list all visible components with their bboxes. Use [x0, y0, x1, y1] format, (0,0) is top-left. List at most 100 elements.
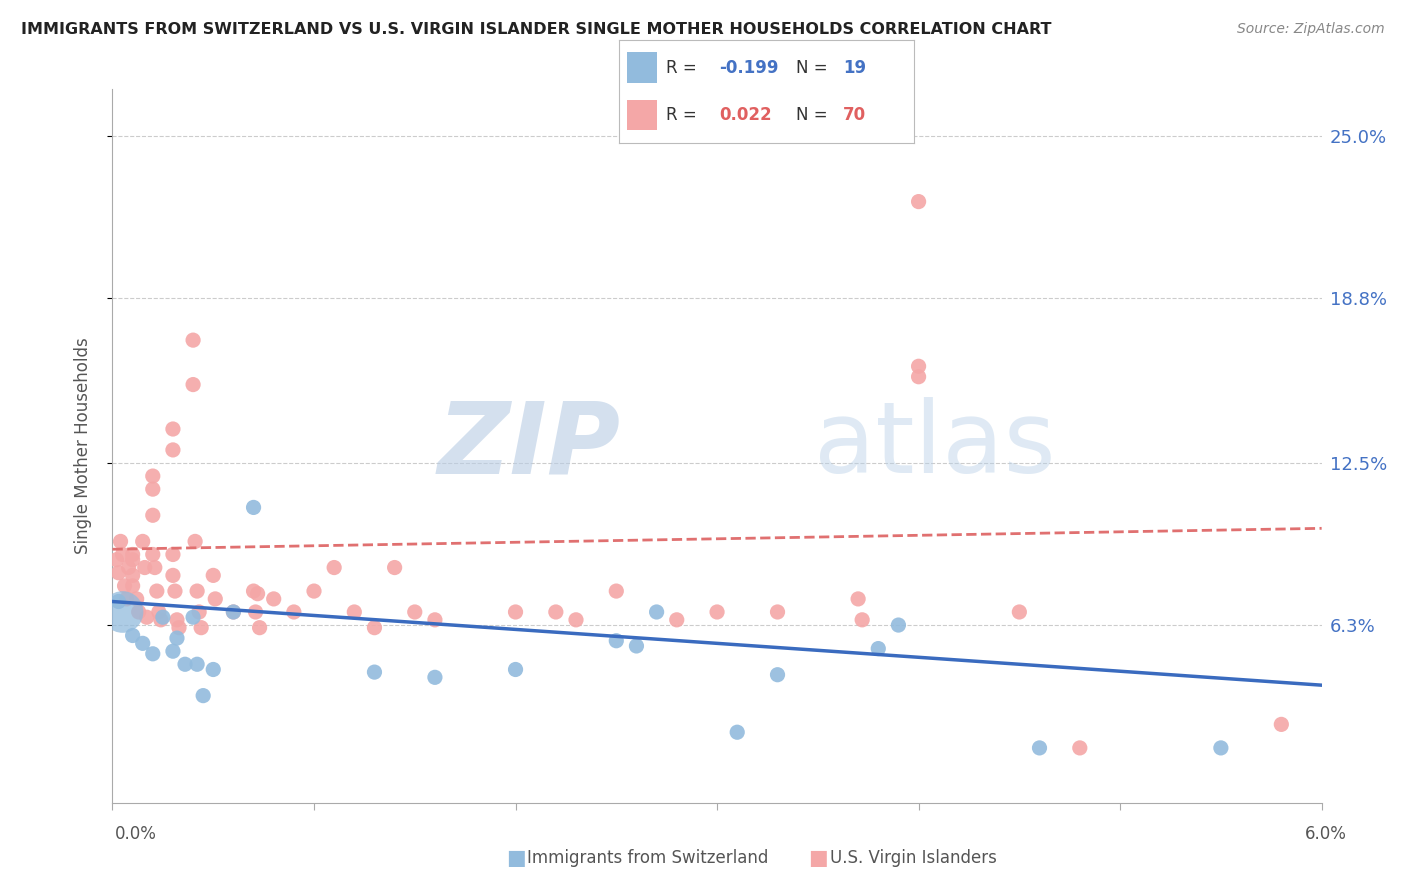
Point: [125, 591, 148, 606]
Point: [404, 605, 426, 619]
Point: [149, 613, 172, 627]
Point: [117, 560, 139, 574]
Point: [181, 333, 204, 347]
Point: [665, 613, 688, 627]
Point: [868, 641, 890, 656]
Point: [121, 568, 143, 582]
Point: [107, 594, 129, 608]
FancyBboxPatch shape: [627, 100, 657, 130]
Y-axis label: Single Mother Households: Single Mother Households: [73, 338, 91, 554]
Text: 6.0%: 6.0%: [1305, 825, 1347, 843]
Point: [851, 613, 873, 627]
Point: [283, 605, 305, 619]
Point: [105, 552, 128, 566]
Point: [132, 534, 155, 549]
Point: [181, 377, 204, 392]
Text: 0.0%: 0.0%: [115, 825, 157, 843]
Point: [1270, 717, 1292, 731]
Text: Source: ZipAtlas.com: Source: ZipAtlas.com: [1237, 22, 1385, 37]
Point: [146, 584, 169, 599]
Point: [190, 621, 212, 635]
Point: [246, 587, 269, 601]
Text: N =: N =: [796, 106, 832, 124]
Point: [202, 663, 225, 677]
Text: R =: R =: [666, 106, 702, 124]
Text: 0.022: 0.022: [718, 106, 772, 124]
Point: [605, 584, 627, 599]
Point: [115, 591, 138, 606]
Point: [142, 482, 165, 496]
Point: [148, 605, 170, 619]
Point: [505, 605, 527, 619]
Point: [135, 610, 157, 624]
Point: [766, 667, 789, 681]
Text: 70: 70: [844, 106, 866, 124]
Point: [363, 621, 385, 635]
Text: R =: R =: [666, 59, 702, 77]
Point: [1008, 605, 1031, 619]
Point: [1209, 740, 1232, 755]
Point: [132, 636, 155, 650]
Point: [162, 548, 184, 562]
Text: 19: 19: [844, 59, 866, 77]
Point: [706, 605, 728, 619]
Point: [134, 560, 156, 574]
Point: [142, 508, 165, 523]
Point: [1069, 740, 1091, 755]
Point: [907, 359, 929, 374]
Point: [242, 584, 264, 599]
Point: [323, 560, 346, 574]
Point: [121, 548, 143, 562]
Point: [1028, 740, 1050, 755]
Text: IMMIGRANTS FROM SWITZERLAND VS U.S. VIRGIN ISLANDER SINGLE MOTHER HOUSEHOLDS COR: IMMIGRANTS FROM SWITZERLAND VS U.S. VIRG…: [21, 22, 1052, 37]
Point: [142, 647, 165, 661]
Point: [565, 613, 588, 627]
Point: [162, 442, 184, 457]
Point: [249, 621, 271, 635]
Point: [645, 605, 668, 619]
Point: [242, 500, 264, 515]
Point: [174, 657, 197, 672]
Point: [544, 605, 567, 619]
Point: [110, 534, 132, 549]
Point: [725, 725, 748, 739]
Text: ■: ■: [506, 848, 526, 868]
Point: [191, 689, 214, 703]
Point: [626, 639, 648, 653]
Text: -0.199: -0.199: [718, 59, 779, 77]
Point: [423, 613, 446, 627]
Text: ZIP: ZIP: [437, 398, 620, 494]
Point: [166, 631, 188, 645]
Point: [263, 591, 285, 606]
Point: [142, 548, 165, 562]
Point: [907, 369, 929, 384]
Point: [343, 605, 366, 619]
Point: [184, 534, 207, 549]
Point: [887, 618, 910, 632]
Point: [505, 663, 527, 677]
Point: [143, 560, 166, 574]
Point: [107, 566, 129, 580]
Point: [142, 469, 165, 483]
Point: [423, 670, 446, 684]
Text: atlas: atlas: [814, 398, 1056, 494]
Point: [188, 605, 211, 619]
Point: [202, 568, 225, 582]
Point: [162, 644, 184, 658]
Point: [162, 422, 184, 436]
Point: [204, 591, 226, 606]
Point: [846, 591, 869, 606]
Text: U.S. Virgin Islanders: U.S. Virgin Islanders: [830, 849, 997, 867]
Point: [114, 579, 136, 593]
Point: [186, 657, 208, 672]
Point: [222, 605, 245, 619]
Point: [128, 605, 150, 619]
Point: [111, 605, 134, 619]
Point: [384, 560, 406, 574]
Point: [163, 584, 186, 599]
Point: [121, 552, 143, 566]
Text: N =: N =: [796, 59, 832, 77]
Point: [166, 613, 188, 627]
Point: [186, 584, 208, 599]
Point: [162, 568, 184, 582]
